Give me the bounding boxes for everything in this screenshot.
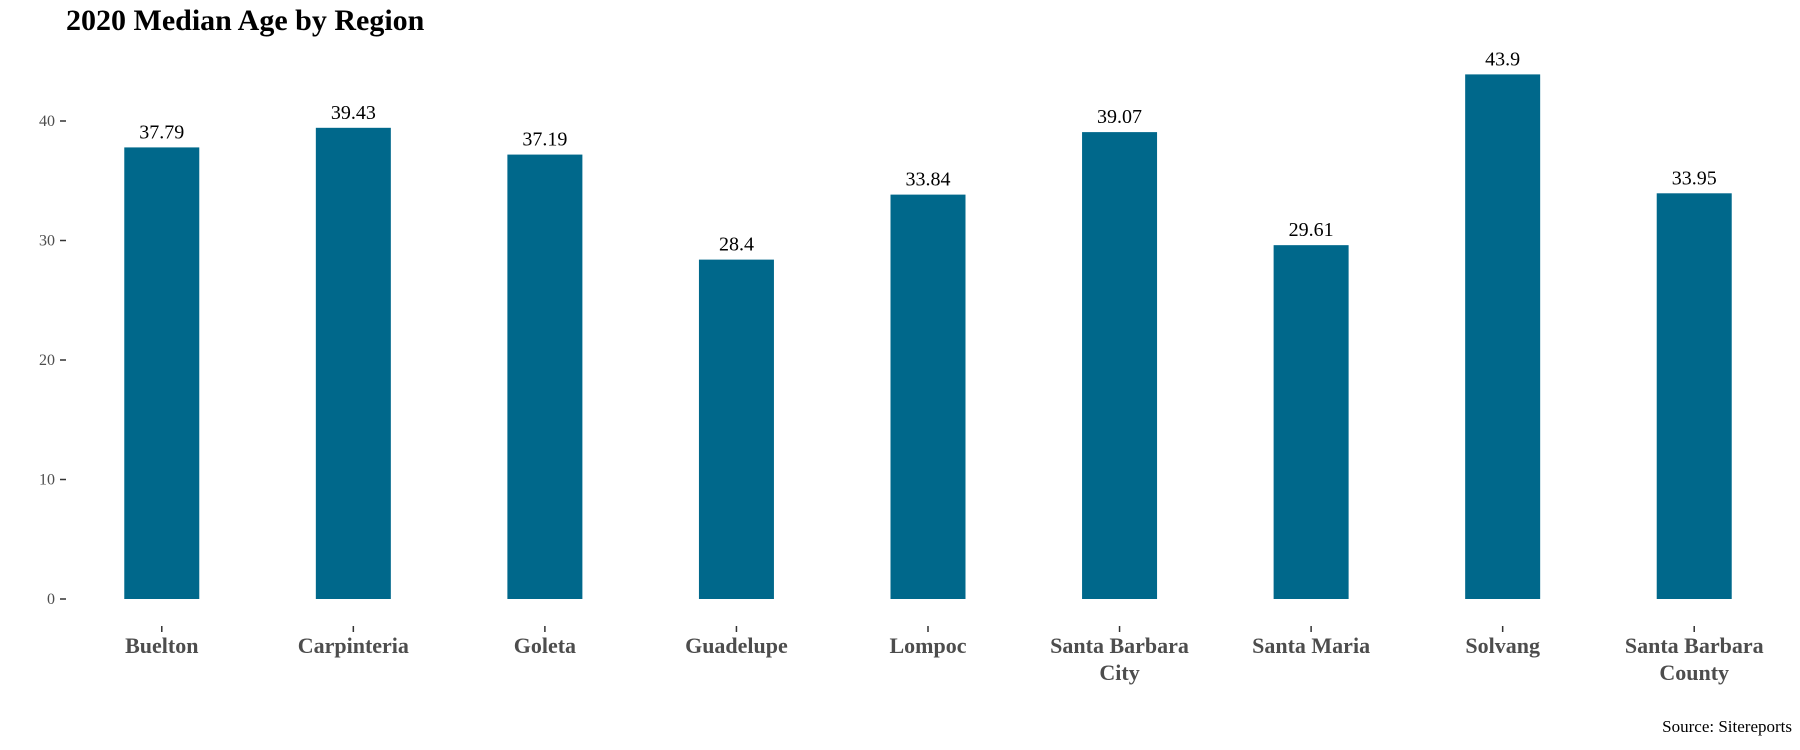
y-tick-label: 30 (39, 233, 55, 250)
bar (1082, 132, 1158, 599)
x-tick-label-line: Solvang (1465, 633, 1540, 658)
data-label: 37.19 (522, 129, 567, 151)
x-tick-label: Buelton (125, 633, 198, 658)
data-label: 28.4 (719, 234, 754, 256)
bar (1465, 74, 1541, 599)
x-tick-label-line: Santa Barbara (1050, 633, 1189, 658)
bar (315, 127, 391, 600)
bar (890, 194, 966, 599)
x-tick-label-line: Carpinteria (298, 633, 409, 658)
y-axis: 0 10 20 30 40 (39, 113, 66, 608)
bar (507, 154, 583, 599)
data-label: 43.9 (1485, 48, 1520, 70)
x-tick-label-line: Santa Maria (1252, 633, 1370, 658)
bar (1656, 193, 1732, 600)
x-tick-label: Goleta (514, 633, 576, 658)
x-tick-label: Santa Barbara County (1625, 633, 1764, 685)
x-tick-label-line: Santa Barbara (1625, 633, 1764, 658)
x-tick-label: Lompoc (890, 633, 967, 658)
data-label: 33.84 (906, 169, 951, 191)
x-tick-label-line: City (1099, 660, 1139, 685)
x-tick-label: Carpinteria (298, 633, 409, 658)
bar (124, 147, 200, 600)
x-tick-label: Solvang (1465, 633, 1540, 658)
x-tick-label-line: Goleta (514, 633, 576, 658)
x-tick-label-line: Buelton (125, 633, 198, 658)
x-tick-label-line: Guadelupe (685, 633, 788, 658)
bars: 37.79 39.43 37.19 28.4 33.84 39.07 29.61 43.9 33… (124, 48, 1732, 600)
chart-title: 2020 Median Age by Region (66, 4, 425, 37)
data-label: 37.79 (139, 121, 184, 143)
x-tick-label-line: County (1659, 660, 1729, 685)
data-label: 39.07 (1097, 106, 1142, 128)
y-tick-label: 0 (47, 591, 55, 608)
x-tick-label: Santa Maria (1252, 633, 1370, 658)
bar (1273, 245, 1349, 599)
y-tick-label: 10 (39, 472, 55, 489)
y-tick-label: 20 (39, 352, 55, 369)
data-label: 29.61 (1289, 219, 1334, 241)
bar (698, 259, 774, 599)
x-tick-label-line: Lompoc (890, 633, 967, 658)
x-tick-label: Guadelupe (685, 633, 788, 658)
y-tick-label: 40 (39, 113, 55, 130)
x-tick-label: Santa Barbara City (1050, 633, 1189, 685)
x-axis: Buelton Carpinteria Goleta Guadelupe Lompoc S… (125, 626, 1764, 685)
source-caption: Source: Sitereports (1662, 717, 1792, 736)
data-label: 33.95 (1672, 167, 1717, 189)
data-label: 39.43 (331, 102, 376, 124)
